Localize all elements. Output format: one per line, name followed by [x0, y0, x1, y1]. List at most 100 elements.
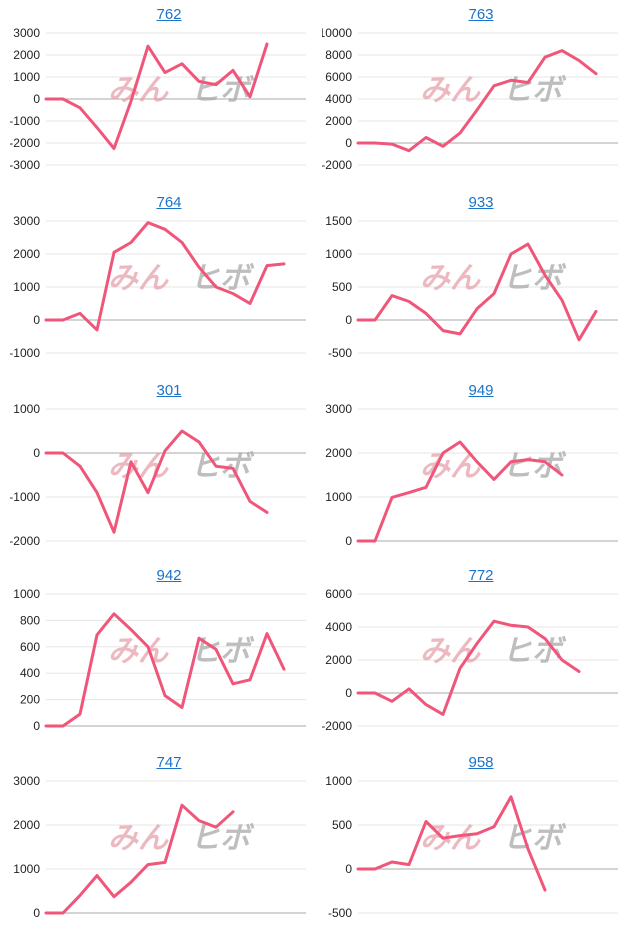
data-point [510, 795, 513, 798]
data-point [215, 83, 218, 86]
data-point [198, 441, 201, 444]
y-tick-label: 500 [332, 280, 352, 294]
line-chart: 1500 1000 500 0 -500 みん ヒボ [325, 214, 618, 360]
data-point [113, 531, 116, 534]
data-point [62, 452, 65, 455]
y-tick-label: 2000 [13, 247, 40, 261]
data-point [232, 810, 235, 813]
data-point [408, 149, 411, 152]
y-tick-label: 1000 [325, 490, 352, 504]
data-point [493, 478, 496, 481]
y-tick-label: 600 [20, 640, 40, 654]
y-tick-label: 0 [345, 136, 352, 150]
data-point [442, 329, 445, 332]
data-point [391, 861, 394, 864]
y-tick-label: 2000 [325, 446, 352, 460]
data-point [181, 430, 184, 433]
data-point [130, 460, 133, 463]
y-tick-label: 3000 [13, 774, 40, 788]
data-point [266, 632, 269, 635]
data-point [476, 460, 479, 463]
data-point [357, 319, 360, 322]
line-chart: 3000 2000 1000 0 みん ヒボ [13, 774, 306, 920]
data-point [215, 465, 218, 468]
data-point [147, 863, 150, 866]
chart-title-link[interactable]: 958 [468, 754, 494, 771]
y-tick-label: 200 [20, 693, 40, 707]
chart-title-link[interactable]: 762 [156, 6, 182, 23]
chart-title-link[interactable]: 301 [156, 382, 182, 399]
y-tick-label: 2000 [325, 114, 352, 128]
y-tick-label: 4000 [325, 620, 352, 634]
data-point [357, 868, 360, 871]
chart-title-link[interactable]: 933 [468, 194, 494, 211]
data-point [459, 132, 462, 135]
watermark-text-gray: ヒボ [502, 821, 567, 856]
data-point [578, 338, 581, 341]
data-point [391, 143, 394, 146]
data-point [442, 145, 445, 148]
data-point [181, 804, 184, 807]
chart-title-link[interactable]: 942 [156, 567, 182, 584]
data-point [561, 474, 564, 477]
data-point [45, 912, 48, 915]
data-point [425, 486, 428, 489]
watermark-logo: みん ヒボ [108, 821, 255, 856]
data-point [374, 540, 377, 543]
data-point [442, 837, 445, 840]
data-point [113, 147, 116, 150]
data-point [232, 292, 235, 295]
data-point [476, 109, 479, 112]
y-tick-label: 500 [332, 818, 352, 832]
data-point [357, 540, 360, 543]
chart-title-link[interactable]: 949 [468, 382, 494, 399]
series-line [44, 42, 269, 150]
data-point [391, 294, 394, 297]
y-tick-label: 3000 [13, 26, 40, 40]
data-point [249, 500, 252, 503]
y-tick-label: 3000 [13, 214, 40, 228]
data-point [147, 645, 150, 648]
data-point [45, 319, 48, 322]
data-point [408, 687, 411, 690]
data-point [493, 620, 496, 623]
data-point [164, 449, 167, 452]
data-point [232, 467, 235, 470]
chart-title-link[interactable]: 772 [468, 567, 494, 584]
y-tick-label: 6000 [325, 587, 352, 601]
data-point [527, 626, 530, 629]
data-point [79, 713, 82, 716]
data-point [198, 80, 201, 83]
y-tick-label: 8000 [325, 48, 352, 62]
series-line [356, 440, 564, 543]
data-point [45, 725, 48, 728]
data-point [215, 286, 218, 289]
data-point [425, 703, 428, 706]
chart-title-link[interactable]: 747 [156, 754, 182, 771]
line-chart: 3000 2000 1000 0 みん ヒボ [325, 402, 618, 548]
watermark-text-gray: ヒボ [502, 634, 567, 669]
y-tick-label: 0 [33, 719, 40, 733]
data-point [96, 874, 99, 877]
chart-title-link[interactable]: 763 [468, 6, 494, 23]
data-point [96, 633, 99, 636]
data-point [544, 889, 547, 892]
data-point [459, 834, 462, 837]
data-point [459, 332, 462, 335]
data-point [198, 266, 201, 269]
data-point [544, 274, 547, 277]
data-point [96, 126, 99, 129]
watermark-logo: みん ヒボ [420, 73, 567, 108]
data-point [391, 496, 394, 499]
data-point [476, 832, 479, 835]
data-point [442, 713, 445, 716]
y-tick-label: 0 [345, 686, 352, 700]
chart-panel: 301 1000 0 -1000 -2000 みん ヒボ [10, 376, 328, 562]
data-point [45, 98, 48, 101]
data-point [266, 264, 269, 267]
chart-title-link[interactable]: 764 [156, 194, 182, 211]
data-point [62, 725, 65, 728]
data-point [374, 142, 377, 145]
